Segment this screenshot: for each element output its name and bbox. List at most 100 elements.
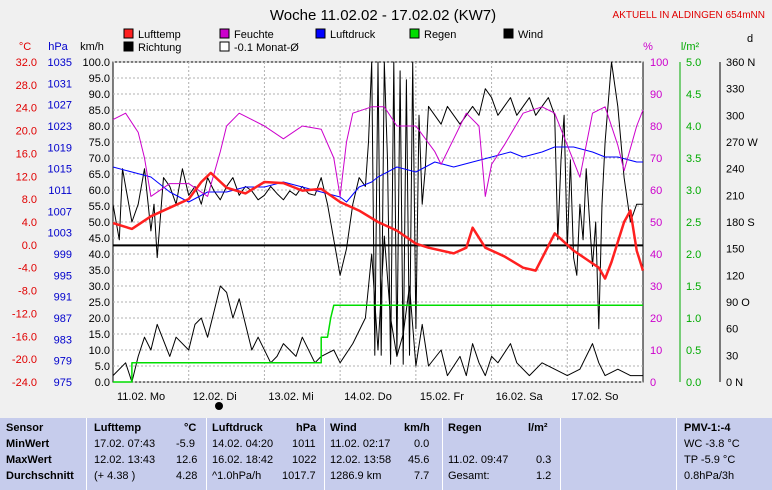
press-unit: hPa bbox=[296, 422, 317, 434]
axis-unit-press: hPa bbox=[48, 41, 68, 53]
press-tick: 991 bbox=[54, 292, 72, 304]
wind-max-value: 45.6 bbox=[408, 454, 430, 466]
hum-tick: 10 bbox=[650, 345, 662, 357]
weather-chart: Woche 11.02.02 - 17.02.02 (KW7) AKTUELL I… bbox=[12, 7, 765, 410]
today-marker bbox=[215, 402, 223, 410]
dir-tick: 180 S bbox=[726, 217, 755, 229]
legend-swatch bbox=[503, 28, 514, 39]
press-tick: 983 bbox=[54, 334, 72, 346]
temp-min-time: 17.02. 07:43 bbox=[94, 438, 156, 450]
series-feuchte bbox=[112, 106, 644, 197]
legend-swatch bbox=[315, 28, 326, 39]
wind-tick: 35.0 bbox=[89, 265, 110, 277]
wind-tick: 40.0 bbox=[89, 249, 110, 261]
temp-tick: 32.0 bbox=[16, 57, 37, 69]
press-tick: 1019 bbox=[48, 142, 72, 154]
wind-tick: 15.0 bbox=[89, 329, 110, 341]
temp-tick: 28.0 bbox=[16, 80, 37, 92]
temp-avg-value: 4.28 bbox=[176, 470, 198, 482]
dir-tick: 30 bbox=[726, 350, 738, 362]
legend-swatch bbox=[409, 28, 420, 39]
x-tick-label: 13.02. Mi bbox=[268, 391, 313, 403]
wind-tick: 30.0 bbox=[89, 281, 110, 293]
axis-unit-dir: d bbox=[747, 33, 753, 45]
dir-tick: 60 bbox=[726, 324, 738, 336]
dir-tick: 210 bbox=[726, 190, 744, 202]
temp-tick: 24.0 bbox=[16, 103, 37, 115]
press-trend: ^1.0hPa/h bbox=[212, 470, 262, 482]
temp-tick: 8.0 bbox=[22, 194, 37, 206]
hum-tick: 90 bbox=[650, 89, 662, 101]
rain-header: Regen bbox=[448, 422, 482, 434]
x-tick-label: 14.02. Do bbox=[344, 391, 392, 403]
series-luftdruck bbox=[112, 146, 643, 203]
press-tick: 987 bbox=[54, 313, 72, 325]
wind-tick: 20.0 bbox=[89, 313, 110, 325]
wind-tick: 95.0 bbox=[89, 73, 110, 85]
temp-trend: (+ 4.38 ) bbox=[94, 470, 136, 482]
hum-tick: 70 bbox=[650, 153, 662, 165]
rain-tick: 0.0 bbox=[686, 377, 701, 389]
wind-header: Wind bbox=[330, 422, 357, 434]
press-header: Luftdruck bbox=[212, 422, 263, 434]
wind-tick: 60.0 bbox=[89, 185, 110, 197]
wind-tick: 0.0 bbox=[95, 377, 110, 389]
row-label-min: MinWert bbox=[6, 438, 50, 450]
row-label-max: MaxWert bbox=[6, 454, 52, 466]
press-tick: 979 bbox=[54, 356, 72, 368]
hum-tick: 30 bbox=[650, 281, 662, 293]
rain-total-value: 1.2 bbox=[536, 470, 552, 482]
wind-tick: 90.0 bbox=[89, 89, 110, 101]
pmv-dewpoint: TP -5.9 °C bbox=[684, 454, 736, 466]
x-tick-label: 12.02. Di bbox=[193, 391, 237, 403]
sensor-header: Sensor bbox=[6, 422, 44, 434]
wind-tick: 5.0 bbox=[95, 361, 110, 373]
wind-tick: 50.0 bbox=[89, 217, 110, 229]
press-min-time: 14.02. 04:20 bbox=[212, 438, 274, 450]
axis-unit-rain: l/m² bbox=[681, 41, 700, 53]
legend-label: -0.1 Monat-Ø bbox=[234, 42, 299, 54]
x-tick-label: 17.02. So bbox=[571, 391, 618, 403]
press-tick: 1015 bbox=[48, 164, 72, 176]
statistics-table: Sensor MinWert MaxWert Durchschnitt Luft… bbox=[0, 418, 772, 490]
hum-tick: 40 bbox=[650, 249, 662, 261]
temp-tick: 20.0 bbox=[16, 126, 37, 138]
legend-swatch bbox=[219, 28, 230, 39]
dir-tick: 150 bbox=[726, 244, 744, 256]
wind-tick: 100.0 bbox=[82, 57, 110, 69]
wind-tick: 80.0 bbox=[89, 121, 110, 133]
temp-tick: -4.0 bbox=[18, 263, 37, 275]
press-tick: 975 bbox=[54, 377, 72, 389]
wind-tick: 75.0 bbox=[89, 137, 110, 149]
wind-tick: 55.0 bbox=[89, 201, 110, 213]
legend-label: Lufttemp bbox=[138, 29, 181, 41]
rain-total-label: Gesamt: bbox=[448, 470, 490, 482]
legend-swatch bbox=[123, 41, 134, 52]
temp-tick: -8.0 bbox=[18, 286, 37, 298]
legend-swatch bbox=[123, 28, 134, 39]
press-max-time: 16.02. 18:42 bbox=[212, 454, 274, 466]
dir-tick: 120 bbox=[726, 270, 744, 282]
temp-tick: 4.0 bbox=[22, 217, 37, 229]
hum-tick: 60 bbox=[650, 185, 662, 197]
temp-tick: -16.0 bbox=[12, 331, 37, 343]
wind-min-time: 11.02. 02:17 bbox=[330, 438, 391, 450]
axis-unit-hum: % bbox=[643, 41, 653, 53]
dir-tick: 240 bbox=[726, 164, 744, 176]
location-badge: AKTUELL IN ALDINGEN 654mNN bbox=[613, 10, 765, 21]
series-regen bbox=[113, 304, 643, 383]
wind-tick: 25.0 bbox=[89, 297, 110, 309]
press-tick: 1007 bbox=[48, 206, 72, 218]
rain-tick: 4.5 bbox=[686, 89, 701, 101]
x-tick-label: 15.02. Fr bbox=[420, 391, 464, 403]
wind-distance: 1286.9 km bbox=[330, 470, 382, 482]
temp-max-value: 12.6 bbox=[176, 454, 198, 466]
hum-tick: 100 bbox=[650, 57, 668, 69]
temp-unit: °C bbox=[184, 422, 197, 434]
x-tick-label: 16.02. Sa bbox=[496, 391, 544, 403]
rain-tick: 4.0 bbox=[686, 121, 701, 133]
wind-tick: 10.0 bbox=[89, 345, 110, 357]
rain-tick: 2.5 bbox=[686, 217, 701, 229]
wind-max-time: 12.02. 13:58 bbox=[330, 454, 392, 466]
temp-tick: -24.0 bbox=[12, 377, 37, 389]
